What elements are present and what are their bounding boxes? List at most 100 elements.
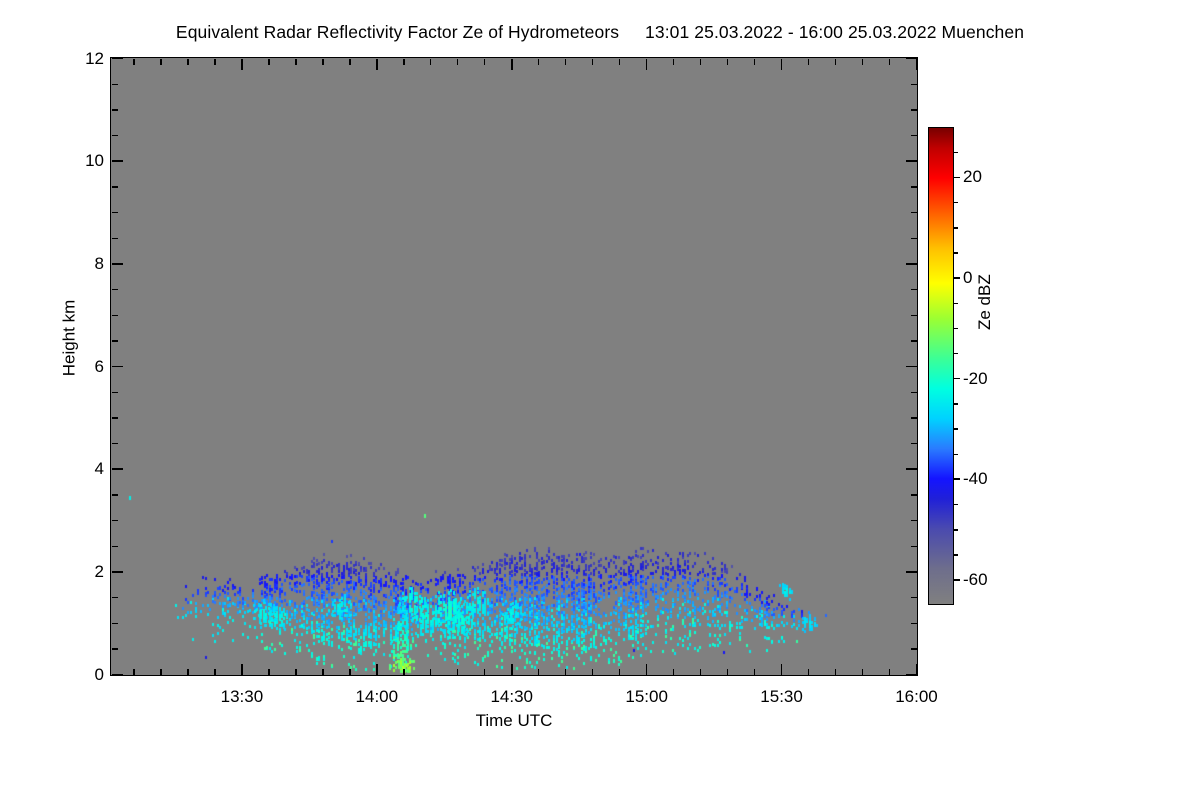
tick-mark bbox=[905, 365, 917, 368]
tick-mark bbox=[160, 58, 162, 65]
tick-mark bbox=[910, 622, 917, 624]
tick-mark bbox=[511, 58, 513, 70]
tick-mark bbox=[700, 668, 702, 675]
tick-mark bbox=[619, 668, 621, 675]
tick-mark bbox=[592, 668, 594, 675]
tick-mark bbox=[889, 58, 891, 65]
tick-mark bbox=[592, 58, 594, 65]
colorbar-tick-minor bbox=[954, 453, 958, 456]
tick-mark bbox=[241, 58, 243, 70]
tick-mark bbox=[673, 58, 675, 65]
plot-area bbox=[110, 57, 918, 676]
tick-mark bbox=[619, 58, 621, 65]
tick-mark bbox=[780, 663, 783, 675]
tick-mark bbox=[910, 597, 917, 599]
tick-mark bbox=[111, 289, 118, 291]
tick-mark bbox=[111, 597, 118, 599]
y-axis-tick-label: 8 bbox=[94, 253, 104, 273]
x-axis-title: Time UTC bbox=[475, 711, 553, 730]
colorbar-tick bbox=[954, 176, 960, 179]
tick-mark bbox=[905, 160, 917, 162]
tick-mark bbox=[133, 58, 135, 65]
tick-mark bbox=[910, 135, 917, 137]
x-axis-tick-label: 14:30 bbox=[490, 687, 534, 706]
tick-mark bbox=[565, 58, 567, 65]
colorbar-tick bbox=[954, 478, 960, 480]
tick-mark bbox=[484, 58, 486, 65]
tick-mark bbox=[910, 212, 917, 214]
tick-mark bbox=[457, 668, 459, 675]
tick-mark bbox=[133, 668, 135, 675]
colorbar-tick-minor bbox=[954, 352, 958, 355]
tick-mark bbox=[835, 58, 837, 65]
tick-mark bbox=[754, 58, 756, 65]
tick-mark bbox=[862, 668, 864, 675]
tick-mark bbox=[376, 663, 378, 675]
colorbar-tick-minor bbox=[954, 302, 958, 305]
colorbar-tick-minor bbox=[954, 503, 958, 506]
tick-mark bbox=[111, 212, 118, 214]
tick-mark bbox=[187, 58, 189, 65]
tick-mark bbox=[780, 58, 783, 70]
tick-mark bbox=[905, 263, 917, 265]
y-axis-tick-label: 0 bbox=[94, 664, 104, 684]
y-axis-title: Height km bbox=[59, 299, 79, 377]
colorbar-tick-minor bbox=[954, 252, 958, 254]
colorbar-tick-minor bbox=[954, 403, 958, 405]
tick-mark bbox=[322, 58, 324, 65]
tick-mark bbox=[295, 668, 297, 675]
y-axis-labels: 0 2 4 6 8 10 12 bbox=[62, 0, 104, 800]
tick-mark bbox=[430, 58, 432, 65]
tick-mark bbox=[910, 648, 917, 650]
y-axis-tick-label: 10 bbox=[85, 151, 104, 171]
tick-mark bbox=[565, 668, 567, 675]
tick-mark bbox=[214, 668, 216, 675]
tick-mark bbox=[910, 186, 917, 188]
colorbar-tick-label: -40 bbox=[963, 469, 988, 489]
colorbar-title: Ze dBZ bbox=[975, 274, 994, 330]
tick-mark bbox=[111, 186, 118, 188]
tick-mark bbox=[910, 237, 917, 239]
tick-mark bbox=[484, 668, 486, 675]
colorbar-tick-minor bbox=[954, 428, 958, 430]
tick-mark bbox=[538, 58, 540, 65]
tick-mark bbox=[673, 668, 675, 675]
tick-mark bbox=[268, 58, 270, 65]
tick-mark bbox=[111, 83, 118, 85]
x-axis-tick-label: 15:30 bbox=[760, 687, 803, 706]
tick-mark bbox=[214, 58, 216, 65]
tick-mark bbox=[727, 668, 729, 675]
tick-mark bbox=[111, 545, 118, 547]
tick-mark bbox=[111, 494, 118, 496]
tick-mark bbox=[915, 58, 918, 70]
tick-mark bbox=[111, 443, 118, 445]
tick-mark bbox=[187, 668, 189, 675]
colorbar-tick bbox=[954, 377, 960, 380]
colorbar-tick-minor bbox=[954, 554, 958, 556]
tick-mark bbox=[910, 545, 917, 547]
tick-mark bbox=[905, 57, 917, 60]
tick-mark bbox=[905, 673, 917, 676]
colorbar-tick-label: -60 bbox=[963, 569, 988, 589]
tick-mark bbox=[645, 58, 648, 70]
tick-mark bbox=[808, 58, 810, 65]
tick-mark bbox=[295, 58, 297, 65]
tick-mark bbox=[111, 109, 118, 111]
colorbar-tick bbox=[954, 277, 960, 279]
tick-mark bbox=[111, 648, 118, 650]
colorbar-tick-minor bbox=[954, 529, 958, 531]
tick-mark bbox=[111, 622, 118, 624]
tick-mark bbox=[376, 58, 378, 70]
tick-mark bbox=[268, 668, 270, 675]
reflectivity-heatmap bbox=[111, 58, 916, 674]
tick-mark bbox=[403, 668, 405, 675]
y-axis-tick-label: 4 bbox=[94, 459, 104, 479]
tick-mark bbox=[905, 468, 917, 470]
tick-mark bbox=[835, 668, 837, 675]
colorbar-tick-minor bbox=[954, 327, 958, 330]
x-axis-tick-label: 15:00 bbox=[625, 687, 668, 706]
tick-mark bbox=[910, 417, 917, 419]
tick-mark bbox=[889, 668, 891, 675]
tick-mark bbox=[700, 58, 702, 65]
tick-mark bbox=[910, 520, 917, 522]
